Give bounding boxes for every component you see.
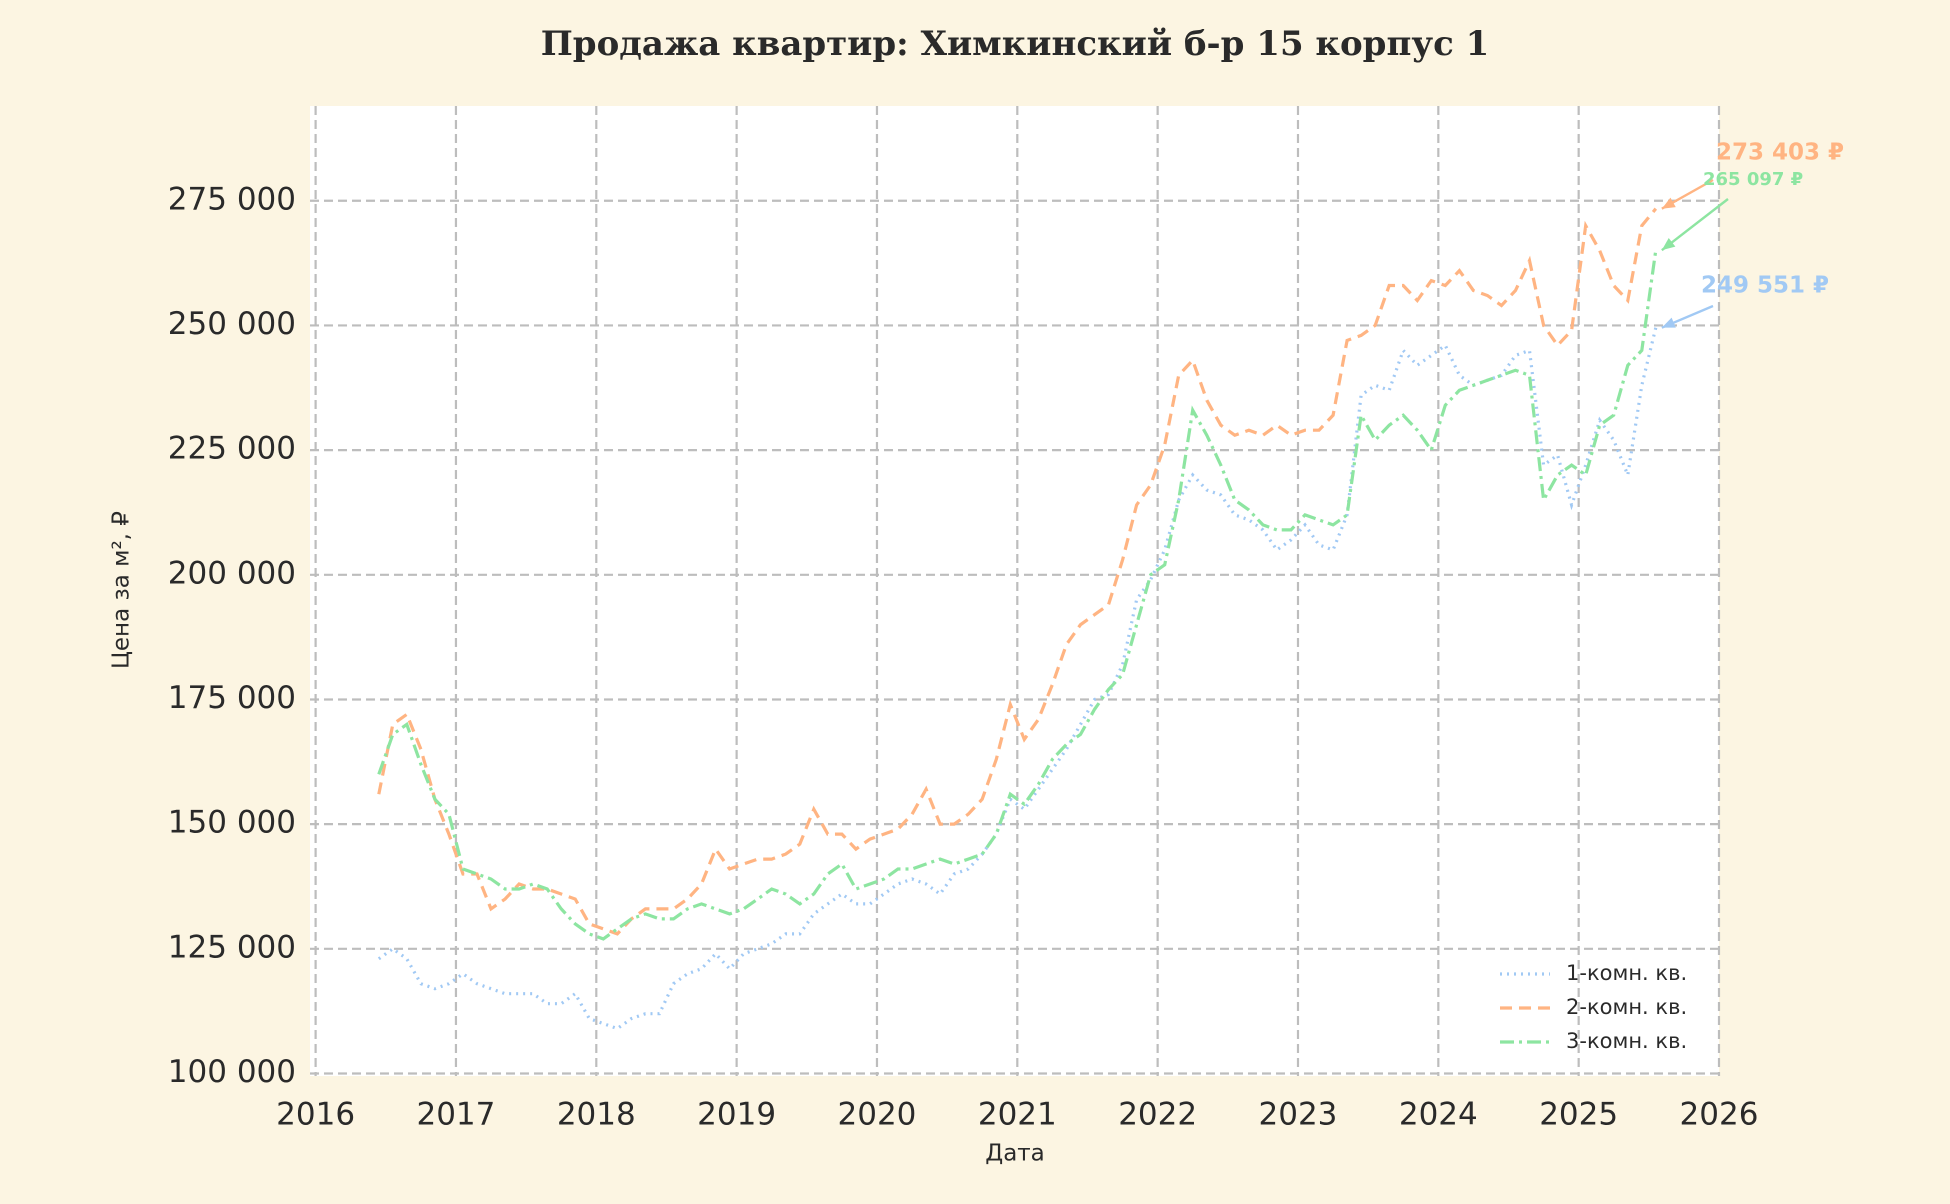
legend-label: 2-комн. кв. <box>1566 995 1687 1019</box>
x-tick-label: 2026 <box>1680 1097 1759 1133</box>
series-line <box>377 249 1658 941</box>
x-tick-label: 2024 <box>1399 1097 1478 1133</box>
y-axis-label: Цена за м², ₽ <box>109 511 135 669</box>
y-tick-label: 100 000 <box>168 1054 296 1090</box>
x-tick-label: 2025 <box>1539 1097 1618 1133</box>
annotation-arrowhead <box>1661 317 1676 328</box>
annotation-label: 249 551 ₽ <box>1701 273 1829 299</box>
x-tick-label: 2023 <box>1259 1097 1338 1133</box>
chart-title: Продажа квартир: Химкинский б-р 15 корпу… <box>541 24 1490 64</box>
annotation-arrow <box>1661 198 1729 252</box>
x-tick-label: 2022 <box>1118 1097 1197 1133</box>
y-tick-label: 175 000 <box>168 680 296 716</box>
series-line <box>377 327 1658 1031</box>
plot-area <box>310 106 1719 1076</box>
y-tick-label: 125 000 <box>168 929 296 965</box>
x-tick-label: 2018 <box>557 1097 636 1133</box>
x-tick-label: 2019 <box>697 1097 776 1133</box>
y-tick-label: 275 000 <box>168 181 296 217</box>
series-line <box>377 207 1658 936</box>
y-tick-label: 250 000 <box>168 306 296 342</box>
x-tick-label: 2017 <box>416 1097 495 1133</box>
y-tick-label: 200 000 <box>168 555 296 591</box>
x-tick-label: 2021 <box>978 1097 1057 1133</box>
y-tick-label: 150 000 <box>168 805 296 841</box>
legend-label: 1-комн. кв. <box>1566 961 1687 985</box>
annotation-arrowhead <box>1661 237 1676 251</box>
x-axis-label: Дата <box>985 1141 1045 1167</box>
annotation-label: 265 097 ₽ <box>1703 169 1803 190</box>
y-tick-label: 225 000 <box>168 431 296 467</box>
x-tick-label: 2016 <box>276 1097 355 1133</box>
x-tick-label: 2020 <box>838 1097 917 1133</box>
legend-label: 3-комн. кв. <box>1566 1029 1687 1053</box>
annotation-label: 273 403 ₽ <box>1716 140 1844 166</box>
annotation-arrowhead <box>1661 197 1676 209</box>
